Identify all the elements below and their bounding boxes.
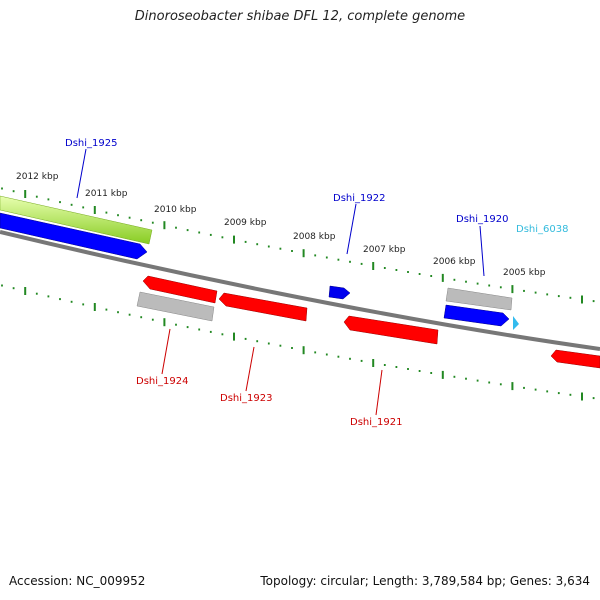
kbp-label: 2012 kbp: [16, 172, 59, 182]
gene-dshi-1924[interactable]: [142, 275, 218, 304]
feature-grey-1[interactable]: [136, 291, 215, 322]
gene-dshi-1922[interactable]: [328, 285, 351, 300]
kbp-label: 2010 kbp: [154, 205, 197, 215]
genome-summary: Topology: circular; Length: 3,789,584 bp…: [260, 574, 590, 588]
gene-dshi-1920[interactable]: [443, 304, 510, 327]
genome-title: Dinoroseobacter shibae DFL 12, complete …: [134, 9, 466, 24]
gene-red-edge[interactable]: [550, 349, 600, 369]
kbp-label: 2011 kbp: [85, 189, 128, 199]
label-dshi-1925[interactable]: Dshi_1925: [65, 138, 117, 149]
ticks-forward: [1, 187, 595, 304]
kbp-label: 2007 kbp: [363, 245, 406, 255]
genome-backbone: [0, 230, 600, 351]
feature-grey-2[interactable]: [445, 287, 513, 311]
label-dshi-1923[interactable]: Dshi_1923: [220, 393, 272, 404]
label-dshi-6038[interactable]: Dshi_6038: [516, 224, 568, 235]
gene-dshi-1921[interactable]: [343, 315, 439, 345]
label-dshi-1920[interactable]: Dshi_1920: [456, 214, 508, 225]
label-dshi-1924[interactable]: Dshi_1924: [136, 376, 188, 387]
kbp-scale: 2012 kbp 2011 kbp 2010 kbp 2009 kbp 2008…: [16, 172, 546, 278]
gene-dshi-1923[interactable]: [218, 292, 308, 322]
gene-dshi-6038[interactable]: [513, 316, 519, 330]
ticks-reverse: [1, 284, 595, 401]
gene-dshi-1925[interactable]: [0, 212, 148, 260]
kbp-label: 2008 kbp: [293, 232, 336, 242]
kbp-label: 2006 kbp: [433, 257, 476, 267]
label-dshi-1921[interactable]: Dshi_1921: [350, 417, 402, 428]
label-dshi-1922[interactable]: Dshi_1922: [333, 193, 385, 204]
kbp-label: 2005 kbp: [503, 268, 546, 278]
leader-lines: [76, 148, 485, 416]
highlight-region[interactable]: [0, 195, 153, 245]
accession-text: Accession: NC_009952: [9, 574, 146, 588]
kbp-label: 2009 kbp: [224, 218, 267, 228]
